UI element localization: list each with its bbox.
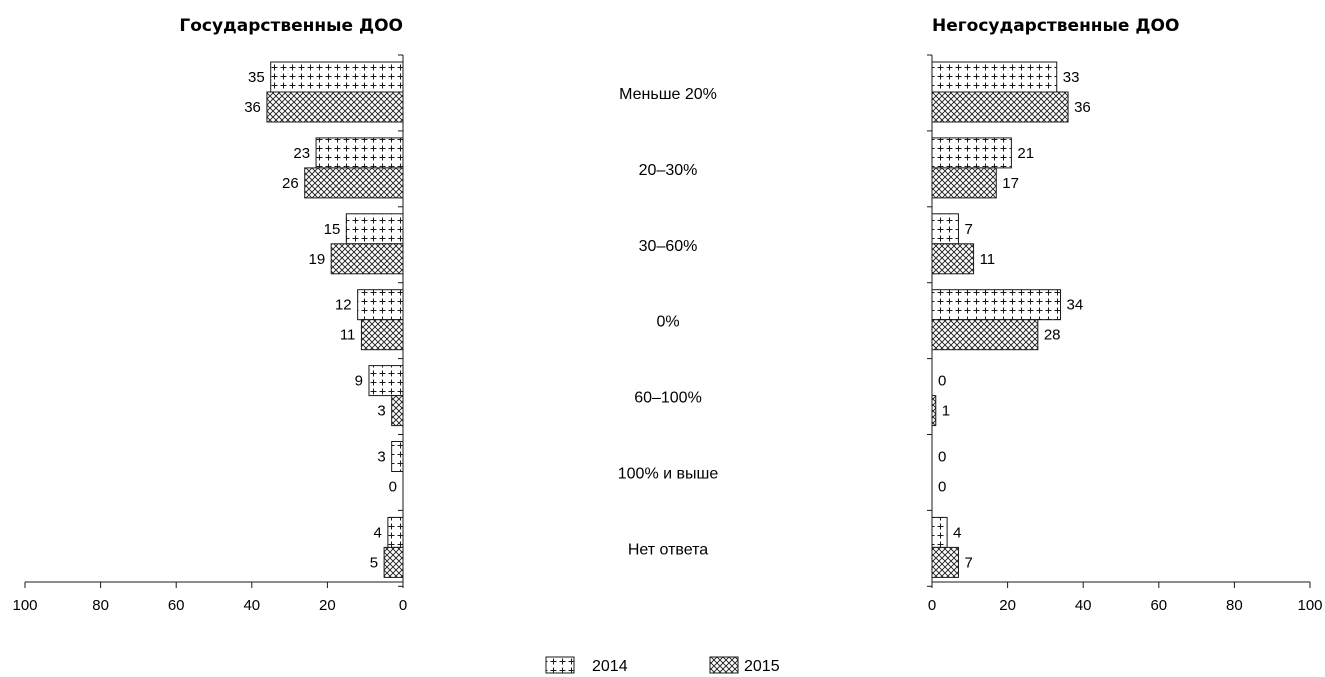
right-bar-2014 (931, 516, 948, 548)
right-bar-2015 (931, 167, 997, 199)
left-x-tick-label: 0 (399, 597, 407, 614)
left-bar-2015 (330, 243, 404, 275)
left-bar-2014 (315, 137, 404, 169)
left-bar-2014 (387, 516, 404, 548)
legend-label-2014: 2014 (592, 658, 628, 675)
right-value-label-2014: 0 (938, 449, 946, 466)
left-x-tick-label: 20 (319, 597, 336, 614)
left-bar-2014 (270, 61, 404, 93)
category-label: 0% (656, 314, 679, 331)
right-value-label-2015: 28 (1044, 327, 1061, 344)
legend-item-2015: 2015 (709, 656, 780, 675)
right-value-label-2014: 33 (1063, 69, 1080, 86)
left-value-label-2014: 3 (377, 449, 385, 466)
left-value-label-2015: 0 (389, 479, 397, 496)
category-label: 20–30% (639, 162, 698, 179)
left-bar-2014 (368, 365, 404, 397)
left-x-tick-label: 80 (92, 597, 109, 614)
right-value-label-2015: 7 (964, 554, 972, 571)
category-label: 30–60% (639, 238, 698, 255)
right-value-label-2014: 4 (953, 524, 961, 541)
legend-label-2015: 2015 (744, 658, 780, 675)
right-bar-2015 (931, 319, 1039, 351)
right-x-tick-label: 40 (1075, 597, 1092, 614)
right-value-label-2015: 11 (980, 251, 996, 268)
left-bar-2015 (383, 546, 404, 578)
left-x-tick-label: 100 (12, 597, 37, 614)
right-bar-2014 (931, 61, 1058, 93)
left-bar-2014 (357, 289, 404, 321)
left-value-label-2015: 26 (282, 175, 299, 192)
legend-item-2014: 2014 (545, 656, 628, 675)
left-bar-2015 (360, 319, 404, 351)
right-bar-2014 (931, 137, 1012, 169)
left-value-label-2014: 4 (374, 524, 382, 541)
left-panel-title: Государственные ДОО (179, 16, 403, 36)
left-value-label-2014: 12 (335, 297, 352, 314)
left-x-tick-label: 60 (168, 597, 185, 614)
right-x-tick-label: 20 (999, 597, 1016, 614)
left-bar-2014 (391, 441, 404, 472)
category-label: Меньше 20% (619, 86, 717, 103)
left-value-label-2014: 23 (293, 145, 310, 162)
right-value-label-2015: 17 (1002, 175, 1019, 192)
right-value-label-2015: 1 (942, 403, 950, 420)
right-value-label-2015: 36 (1074, 99, 1091, 116)
left-value-label-2014: 35 (248, 69, 265, 86)
left-bar-2015 (391, 395, 404, 427)
right-value-label-2014: 0 (938, 373, 946, 390)
left-value-label-2015: 11 (340, 327, 356, 344)
right-x-tick-label: 80 (1226, 597, 1243, 614)
category-labels: Меньше 20% 20–30% 30–60% 0% 60–100% 100% и вы… (618, 86, 719, 558)
legend: 2014 2015 (545, 656, 780, 675)
right-x-tick-label: 100 (1297, 597, 1322, 614)
right-value-label-2014: 7 (964, 221, 972, 238)
right-bar-2015 (931, 395, 937, 427)
right-value-label-2014: 34 (1067, 297, 1084, 314)
legend-swatch-2015 (709, 656, 739, 674)
left-value-label-2014: 9 (355, 373, 363, 390)
left-value-label-2014: 15 (324, 221, 341, 238)
right-bar-2015 (931, 546, 959, 578)
left-bar-2015 (304, 167, 404, 199)
right-value-label-2014: 21 (1017, 145, 1034, 162)
right-value-label-2015: 0 (938, 479, 946, 496)
right-bar-2015 (931, 243, 975, 275)
right-bar-2014 (931, 213, 959, 245)
category-label: 100% и выше (618, 465, 719, 482)
left-bar-2014 (345, 213, 404, 245)
legend-swatch-2014 (545, 656, 575, 674)
left-bar-2015 (266, 91, 404, 123)
left-value-label-2015: 36 (244, 99, 261, 116)
right-x-tick-label: 60 (1150, 597, 1167, 614)
right-bar-2014 (931, 289, 1062, 321)
right-x-tick-label: 0 (928, 597, 936, 614)
category-label: 60–100% (634, 390, 702, 407)
left-value-label-2015: 19 (308, 251, 325, 268)
right-bar-2015 (931, 91, 1069, 123)
category-label: Нет ответа (628, 541, 708, 558)
right-panel-title: Негосударственные ДОО (932, 16, 1179, 36)
left-x-tick-label: 40 (243, 597, 260, 614)
left-value-label-2015: 5 (370, 554, 378, 571)
left-value-label-2015: 3 (377, 403, 385, 420)
